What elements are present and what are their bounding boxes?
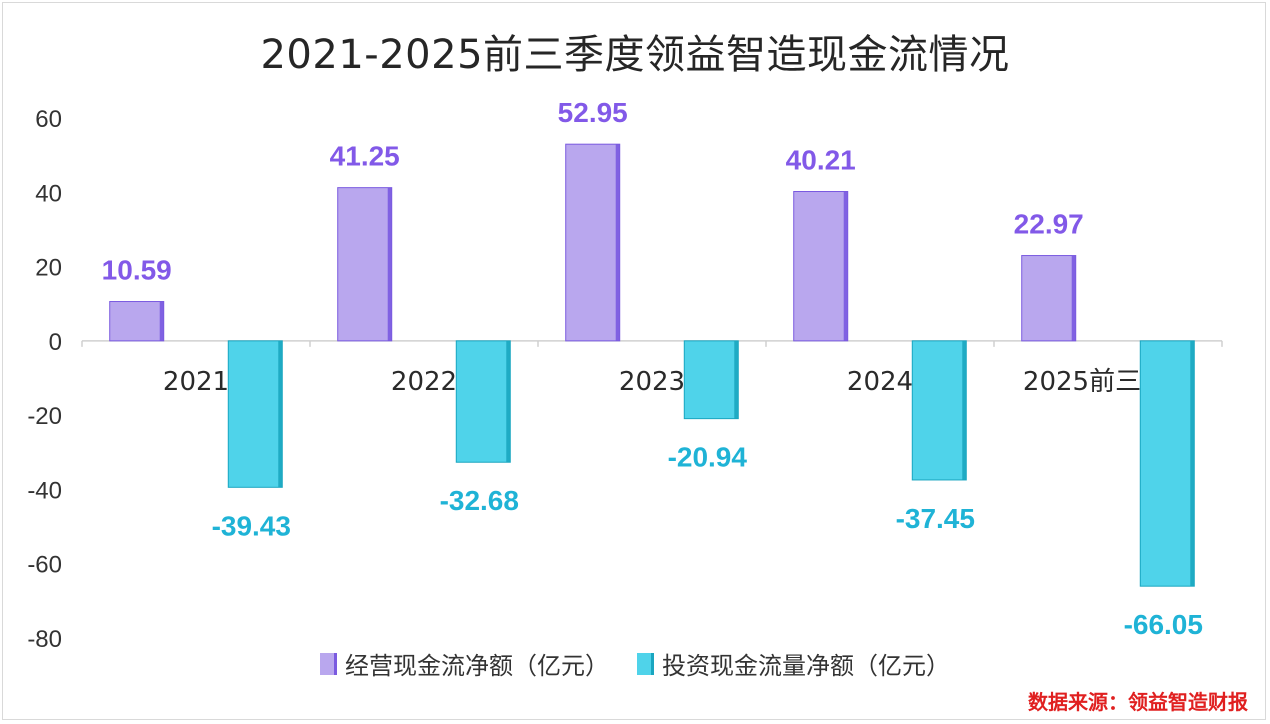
- data-label: 40.21: [786, 145, 856, 176]
- bar-operating: [109, 301, 165, 342]
- data-label: -20.94: [668, 442, 748, 473]
- legend-swatch-investing: [637, 652, 654, 675]
- bar-investing: [227, 340, 283, 488]
- bar-operating: [793, 191, 849, 342]
- legend: 经营现金流净额（亿元） 投资现金流量净额（亿元）: [0, 646, 1270, 681]
- x-tick-label: 2022: [391, 367, 457, 397]
- bar-investing-edge: [1190, 340, 1195, 587]
- bar-operating-edge: [159, 301, 164, 341]
- bar-operating-edge: [1071, 255, 1076, 341]
- legend-item-investing: 投资现金流量净额（亿元）: [637, 646, 950, 681]
- data-label: 10.59: [102, 255, 172, 286]
- bar-operating: [565, 143, 621, 342]
- chart-title: 2021-2025前三季度领益智造现金流情况: [260, 32, 1010, 78]
- legend-label-operating: 经营现金流净额（亿元）: [345, 652, 609, 680]
- bar-operating-edge: [387, 187, 392, 341]
- bar-investing: [911, 340, 967, 481]
- bar-investing-edge: [962, 340, 967, 480]
- data-label: -32.68: [440, 485, 519, 516]
- y-tick-label: -60: [27, 552, 62, 579]
- data-label: 41.25: [330, 141, 400, 172]
- y-tick-label: 40: [35, 180, 62, 207]
- bar-investing: [683, 340, 739, 420]
- bar-operating-edge: [843, 191, 848, 341]
- bar-operating-edge: [615, 144, 620, 341]
- data-label: 52.95: [558, 97, 628, 128]
- bar-investing-edge: [734, 340, 739, 419]
- bar-operating: [1021, 255, 1077, 342]
- bar-investing-edge: [278, 340, 283, 488]
- data-label: -37.45: [896, 503, 975, 534]
- source-note: 数据来源：领益智造财报: [1028, 690, 1248, 714]
- y-tick-label: -20: [27, 403, 62, 430]
- y-tick-label: 60: [35, 106, 62, 133]
- data-label: -66.05: [1124, 609, 1203, 640]
- legend-item-operating: 经营现金流净额（亿元）: [320, 646, 609, 681]
- legend-swatch-operating: [320, 652, 337, 675]
- legend-label-investing: 投资现金流量净额（亿元）: [662, 652, 950, 680]
- data-label: 22.97: [1014, 209, 1084, 240]
- x-tick-label: 2024: [847, 367, 913, 397]
- y-tick-label: 20: [35, 255, 62, 282]
- bar-investing: [455, 340, 511, 463]
- x-tick-label: 2021: [163, 367, 229, 397]
- bar-operating: [337, 187, 393, 342]
- bar-investing: [1139, 340, 1195, 587]
- x-tick-label: 2023: [619, 367, 685, 397]
- y-tick-label: 0: [49, 329, 62, 356]
- data-label: -39.43: [212, 510, 291, 541]
- bar-investing-edge: [506, 340, 511, 463]
- y-tick-label: -40: [27, 477, 62, 504]
- y-tick-label: -80: [27, 626, 62, 653]
